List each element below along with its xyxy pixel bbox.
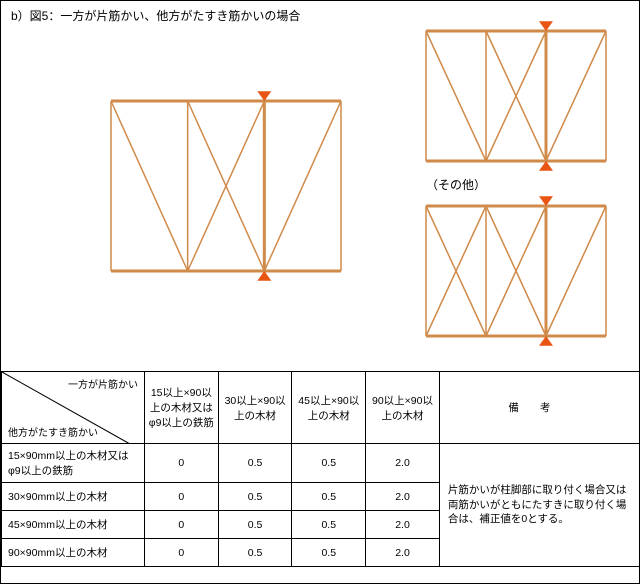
row-label: 45×90mm以上の木材 xyxy=(2,511,145,539)
col-header: 90以上×90以上の木材 xyxy=(366,372,440,444)
table-cell: 2.0 xyxy=(366,483,440,511)
table-cell: 0 xyxy=(144,539,218,567)
row-label: 90×90mm以上の木材 xyxy=(2,539,145,567)
table-cell: 2.0 xyxy=(366,444,440,483)
correction-table: 一方が片筋かい 他方がたすき筋かい 15以上×90以上の木材又はφ9以上の鉄筋 … xyxy=(1,371,640,567)
table-cell: 0.5 xyxy=(292,539,366,567)
table-cell: 0.5 xyxy=(218,483,292,511)
table-cell: 2.0 xyxy=(366,511,440,539)
col-header: 45以上×90以上の木材 xyxy=(292,372,366,444)
col-header: 30以上×90以上の木材 xyxy=(218,372,292,444)
diag-header-top: 一方が片筋かい xyxy=(68,376,138,391)
figure-title: b）図5：一方が片筋かい、他方がたすき筋かいの場合 xyxy=(11,7,300,24)
remarks-header: 備考 xyxy=(439,372,640,444)
table-cell: 0.5 xyxy=(218,511,292,539)
row-label: 30×90mm以上の木材 xyxy=(2,483,145,511)
row-label: 15×90mm以上の木材又はφ9以上の鉄筋 xyxy=(2,444,145,483)
brace-diagram-right-1 xyxy=(416,16,616,176)
table-cell: 0.5 xyxy=(218,539,292,567)
table-cell: 0 xyxy=(144,511,218,539)
table-cell: 2.0 xyxy=(366,539,440,567)
brace-diagram-main xyxy=(101,86,351,286)
diagram-area: （その他） xyxy=(1,26,640,366)
remarks-body: 片筋かいが柱脚部に取り付く場合又は両筋かいがともにたすきに取り付く場合は、補正値… xyxy=(439,444,640,567)
table-cell: 0.5 xyxy=(292,483,366,511)
col-header: 15以上×90以上の木材又はφ9以上の鉄筋 xyxy=(144,372,218,444)
brace-diagram-right-2 xyxy=(416,191,616,351)
table-cell: 0.5 xyxy=(218,444,292,483)
table-cell: 0.5 xyxy=(292,511,366,539)
diag-header-bottom: 他方がたすき筋かい xyxy=(8,424,98,439)
table-cell: 0.5 xyxy=(292,444,366,483)
table-cell: 0 xyxy=(144,444,218,483)
diagonal-header: 一方が片筋かい 他方がたすき筋かい xyxy=(2,372,145,444)
table-cell: 0 xyxy=(144,483,218,511)
